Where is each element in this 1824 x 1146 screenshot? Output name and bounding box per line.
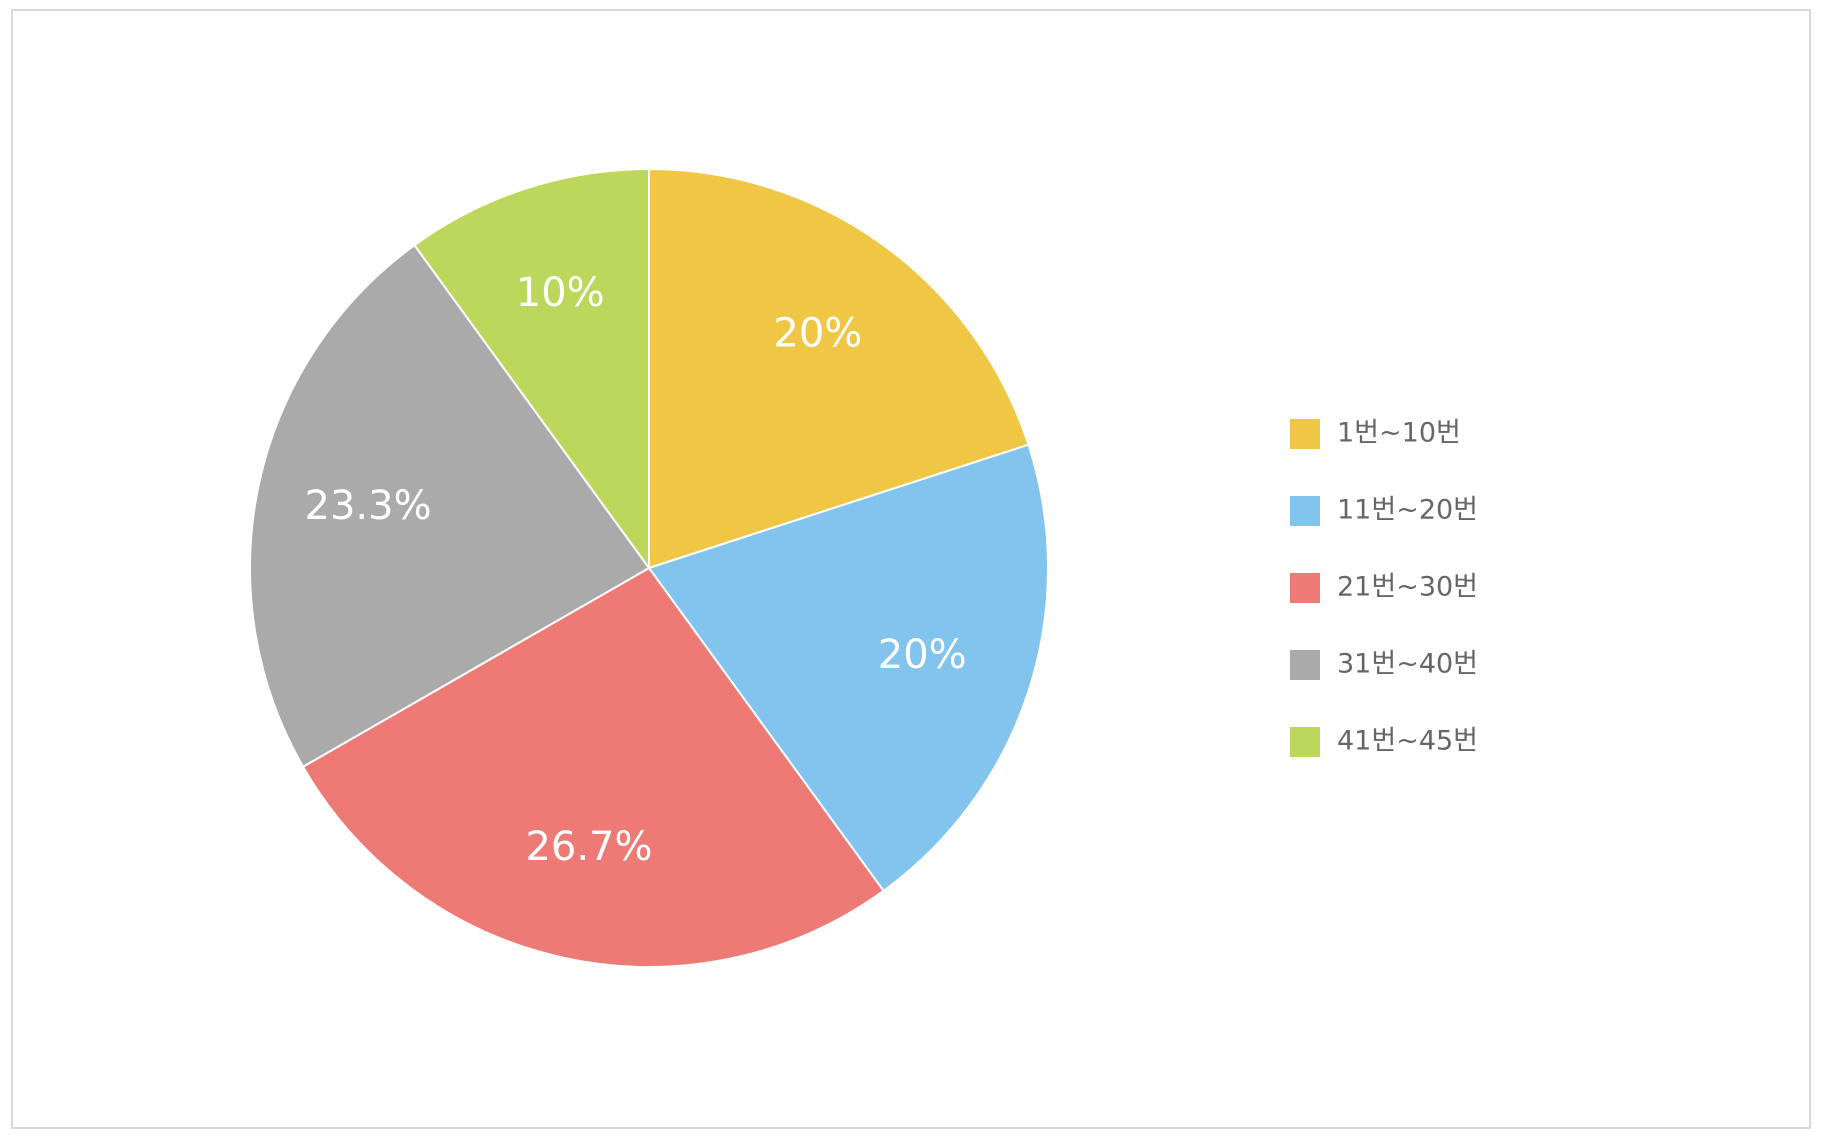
legend-swatch — [1290, 496, 1320, 526]
pie-slice — [648, 167, 1030, 570]
legend-label: 1번~10번 — [1337, 418, 1461, 449]
legend-swatch — [1290, 419, 1320, 449]
pie-slice — [413, 167, 650, 572]
data-label: 26.7% — [525, 824, 652, 870]
legend-label: 21번~30번 — [1337, 572, 1478, 603]
data-label: 20% — [773, 311, 862, 357]
pie-slice — [301, 566, 885, 968]
legend-swatch — [1290, 573, 1320, 603]
pie-slice — [249, 243, 651, 769]
data-label: 10% — [516, 270, 605, 316]
legend-swatch — [1290, 650, 1320, 680]
data-label: 23.3% — [305, 483, 432, 529]
legend-label: 31번~40번 — [1337, 649, 1478, 680]
pie-slice — [647, 443, 1049, 893]
data-label: 20% — [878, 632, 967, 678]
legend-label: 41번~45번 — [1337, 726, 1478, 757]
legend-label: 11번~20번 — [1337, 495, 1478, 526]
legend-swatch — [1290, 727, 1320, 757]
